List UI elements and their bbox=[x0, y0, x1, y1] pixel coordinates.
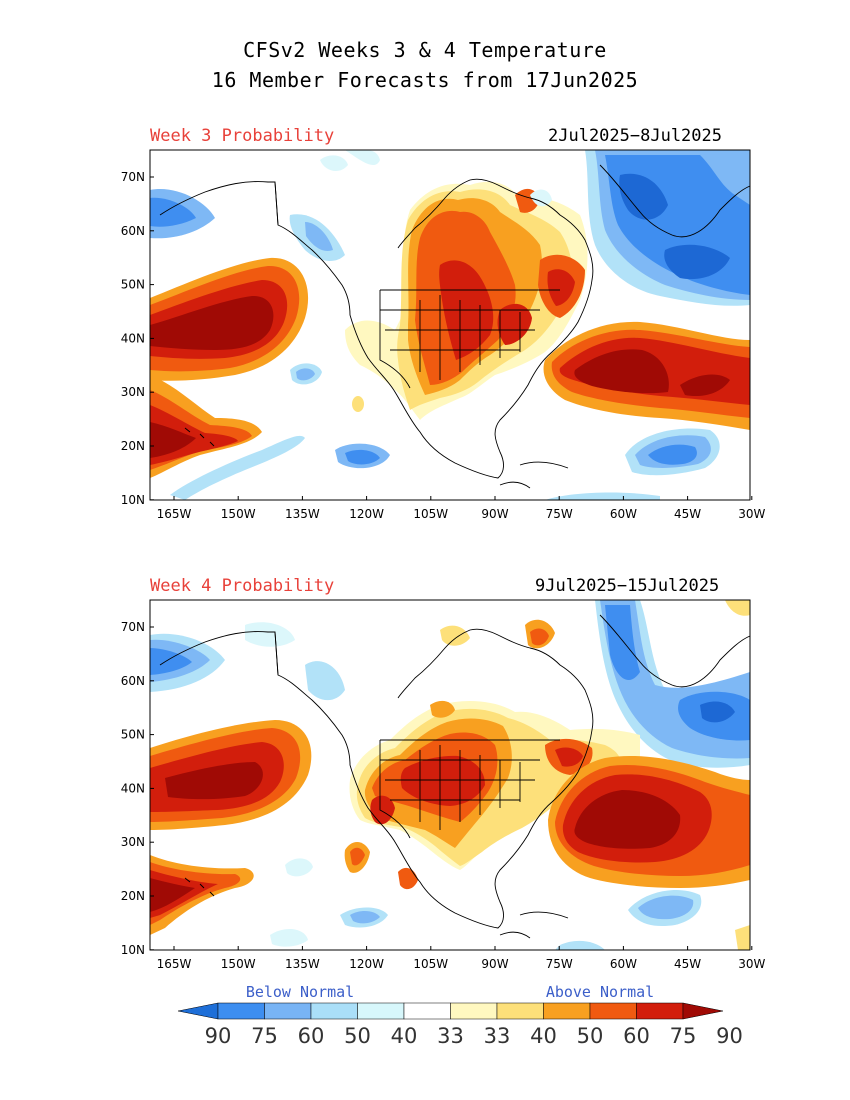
lat-tick-label: 40N bbox=[121, 781, 145, 795]
lon-tick-label: 165W bbox=[157, 957, 192, 971]
legend-swatch bbox=[589, 1002, 637, 1020]
lon-tick-label: 60W bbox=[610, 957, 637, 971]
legend-value-label: 40 bbox=[530, 1024, 557, 1048]
legend-value-label: 33 bbox=[484, 1024, 511, 1048]
lat-tick-label: 20N bbox=[121, 439, 145, 453]
above-normal-pacific-south-region bbox=[150, 855, 254, 935]
legend-value-label: 50 bbox=[577, 1024, 604, 1048]
coastlines-week3 bbox=[159, 164, 751, 489]
lon-tick-label: 30W bbox=[738, 957, 765, 971]
title-line-2: 16 Member Forecasts from 17Jun2025 bbox=[211, 68, 639, 92]
week3-map bbox=[150, 150, 750, 500]
legend-value-label: 90 bbox=[205, 1024, 232, 1048]
lon-tick-label: 120W bbox=[349, 507, 384, 521]
lat-tick-label: 10N bbox=[121, 943, 145, 957]
lat-tick-label: 60N bbox=[121, 674, 145, 688]
above-normal-central-us-region bbox=[345, 181, 588, 420]
week4-map bbox=[150, 600, 750, 950]
lat-tick-label: 60N bbox=[121, 224, 145, 238]
below-normal-greenland-region bbox=[595, 600, 750, 768]
legend-value-label: 75 bbox=[670, 1024, 697, 1048]
lon-tick-label: 135W bbox=[285, 957, 320, 971]
title-line-1: CFSv2 Weeks 3 & 4 Temperature bbox=[243, 38, 607, 62]
lat-tick-label: 10N bbox=[121, 493, 145, 507]
legend-value-label: 50 bbox=[344, 1024, 371, 1048]
lat-tick-label: 30N bbox=[121, 385, 145, 399]
legend-swatch bbox=[543, 1002, 591, 1020]
legend-value-label: 90 bbox=[716, 1024, 743, 1048]
legend-value-label: 75 bbox=[251, 1024, 278, 1048]
above-normal-pacific-north-region bbox=[150, 720, 312, 830]
axis-tick-labels: 165W 150W 135W 120W 105W 90W 75W 60W 45W 30W 70N 60… bbox=[121, 170, 766, 971]
lon-tick-label: 165W bbox=[157, 507, 192, 521]
lon-tick-label: 60W bbox=[610, 507, 637, 521]
lat-tick-label: 50N bbox=[121, 728, 145, 742]
below-normal-alaska-region bbox=[150, 633, 225, 692]
legend-swatch bbox=[403, 1002, 451, 1020]
lon-tick-label: 150W bbox=[221, 507, 256, 521]
legend-swatch bbox=[357, 1002, 405, 1020]
lat-tick-label: 40N bbox=[121, 331, 145, 345]
legend-above-normal-label: Above Normal bbox=[546, 983, 654, 1001]
lat-tick-label: 20N bbox=[121, 889, 145, 903]
above-normal-pacific-north-region bbox=[150, 257, 309, 381]
legend-value-label: 60 bbox=[298, 1024, 325, 1048]
panel2-date-range: 9Jul2025−15Jul2025 bbox=[535, 576, 720, 596]
lat-tick-label: 30N bbox=[121, 835, 145, 849]
lon-tick-label: 105W bbox=[413, 507, 448, 521]
lon-tick-label: 150W bbox=[221, 957, 256, 971]
lat-tick-label: 70N bbox=[121, 170, 145, 184]
above-normal-pacific-south-region bbox=[150, 375, 262, 478]
above-normal-atlantic-region bbox=[548, 755, 750, 888]
legend-swatch bbox=[310, 1002, 358, 1020]
legend-arrow-above bbox=[682, 1002, 724, 1020]
lon-tick-label: 75W bbox=[546, 507, 573, 521]
legend-value-label: 60 bbox=[623, 1024, 650, 1048]
lon-tick-label: 90W bbox=[481, 507, 508, 521]
below-normal-alaska-region bbox=[150, 189, 215, 239]
panel1-week-label: Week 3 Probability bbox=[150, 126, 335, 146]
lat-tick-label: 70N bbox=[121, 620, 145, 634]
axis-ticks bbox=[150, 176, 753, 951]
panel2-week-label: Week 4 Probability bbox=[150, 576, 335, 596]
color-legend: 90 75 60 50 40 33 33 40 50 60 75 90 Below Normal Abov… bbox=[177, 983, 743, 1048]
lon-tick-label: 45W bbox=[674, 957, 701, 971]
below-normal-greenland-region bbox=[585, 150, 750, 306]
legend-below-normal-label: Below Normal bbox=[246, 983, 354, 1001]
panel1-date-range: 2Jul2025−8Jul2025 bbox=[548, 126, 722, 146]
lon-tick-label: 120W bbox=[349, 957, 384, 971]
legend-value-label: 33 bbox=[437, 1024, 464, 1048]
lat-tick-label: 50N bbox=[121, 278, 145, 292]
lon-tick-label: 45W bbox=[674, 507, 701, 521]
lon-tick-label: 105W bbox=[413, 957, 448, 971]
legend-swatch bbox=[450, 1002, 498, 1020]
lon-tick-label: 75W bbox=[546, 957, 573, 971]
legend-swatch bbox=[496, 1002, 544, 1020]
legend-swatch bbox=[264, 1002, 312, 1020]
legend-swatch bbox=[636, 1002, 684, 1020]
legend-arrow-below bbox=[177, 1002, 219, 1020]
legend-value-label: 40 bbox=[391, 1024, 418, 1048]
legend-swatch bbox=[217, 1002, 265, 1020]
lon-tick-label: 135W bbox=[285, 507, 320, 521]
above-normal-atlantic-region bbox=[543, 321, 750, 430]
lon-tick-label: 90W bbox=[481, 957, 508, 971]
lon-tick-label: 30W bbox=[738, 507, 765, 521]
coastlines-week4 bbox=[159, 614, 751, 939]
